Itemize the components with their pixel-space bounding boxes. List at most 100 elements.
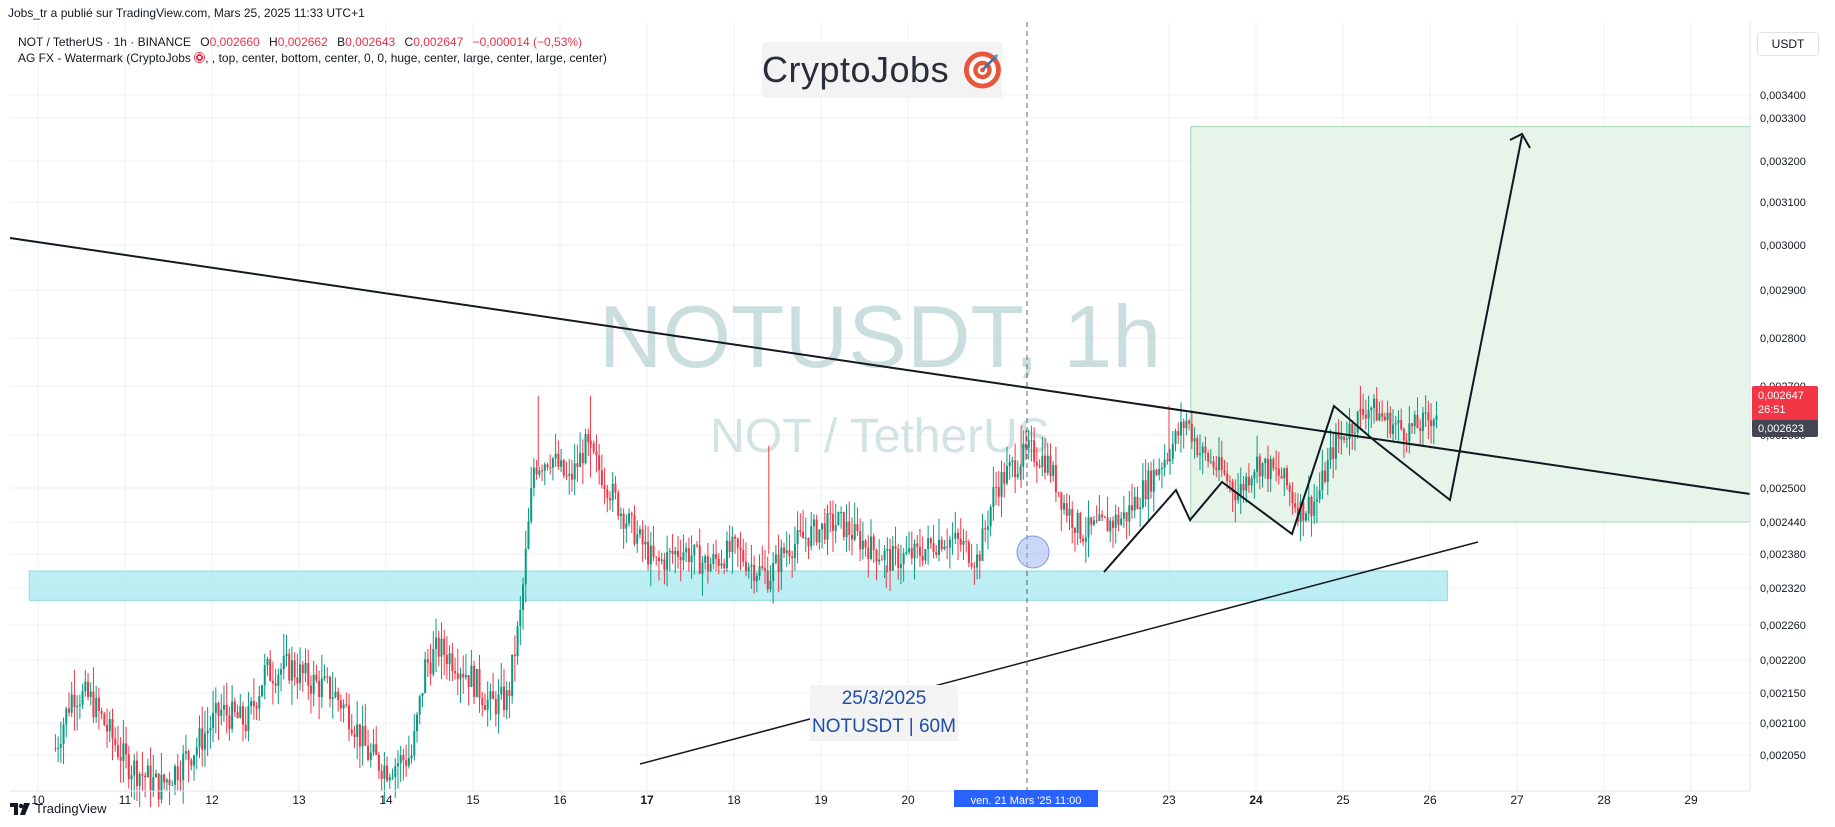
candle-body (405, 760, 408, 766)
crosshair-time-label: ven. 21 Mars '25 11:00 (971, 795, 1082, 807)
candle-body (758, 566, 761, 576)
candle (399, 745, 402, 783)
candle (573, 444, 576, 496)
candle-body (647, 541, 650, 565)
chart-area[interactable]: NOTUSDT, 1h NOT / TetherUS 0,003400 0,003… (0, 22, 1835, 814)
candle (676, 535, 679, 569)
candle-body (989, 506, 992, 527)
candle (375, 726, 378, 756)
candle (1174, 428, 1177, 452)
time-tick-label: 28 (1597, 793, 1611, 807)
candle-body (1383, 416, 1386, 421)
candle (897, 543, 900, 580)
candle-body (217, 703, 220, 716)
candle (1071, 501, 1074, 544)
candle (78, 694, 81, 720)
candle-body (103, 714, 106, 725)
candle-body (668, 550, 671, 553)
candle (693, 544, 696, 575)
candle-body (774, 554, 777, 563)
candle-body (625, 523, 628, 529)
candle (943, 540, 946, 551)
candle-body (834, 525, 837, 531)
candle (717, 553, 720, 575)
symbol-name: NOT / TetherUS · 1h · BINANCE (18, 35, 191, 49)
candle (141, 751, 144, 791)
candle (1046, 443, 1049, 476)
candle-body (241, 706, 244, 725)
candle-body (1177, 431, 1180, 436)
candle (535, 459, 538, 480)
candle-body (356, 724, 359, 737)
candle-body (367, 745, 370, 760)
candle-body (769, 580, 772, 590)
candle-body (163, 774, 166, 783)
candle (241, 701, 244, 742)
candles (54, 386, 1438, 814)
currency-button[interactable]: USDT (1757, 32, 1819, 56)
candle-body (878, 559, 881, 562)
tradingview-logo-icon (10, 802, 30, 815)
candle-body (1261, 463, 1264, 477)
candle-body (473, 665, 476, 697)
candle-body (1364, 414, 1367, 419)
countdown-value: 26:51 (1758, 404, 1786, 416)
candle (356, 701, 359, 760)
time-axis[interactable]: 10 11 12 13 14 15 16 17 18 19 20 23 24 25 26 27 28 29 ven.… (10, 790, 1750, 809)
candle-body (598, 455, 601, 471)
change-value: −0,000014 (−0,53%) (472, 35, 583, 49)
candle (285, 634, 288, 667)
candle (1427, 400, 1430, 440)
candle-body (731, 536, 734, 552)
candle-body (739, 547, 742, 550)
candle-body (1324, 470, 1327, 482)
candle (70, 681, 73, 717)
candle-body (766, 570, 769, 590)
candle (565, 461, 568, 480)
candle (690, 535, 693, 579)
candle-body (171, 784, 174, 786)
candle (1092, 516, 1095, 527)
candle (1220, 440, 1223, 477)
low-value: 0,002643 (345, 35, 396, 49)
candle-body (315, 674, 318, 681)
candle-body (451, 653, 454, 672)
candle (62, 717, 65, 765)
candle (163, 773, 166, 790)
candle (280, 663, 283, 692)
candle-body (421, 692, 424, 697)
candle-body (717, 558, 720, 566)
price-tick-label: 0,002100 (1760, 718, 1806, 730)
candle (750, 545, 753, 589)
candle-body (59, 744, 62, 748)
candle (304, 648, 307, 683)
candle (598, 443, 601, 485)
candle (271, 661, 274, 705)
candle-body (1101, 514, 1104, 518)
candle-body (233, 701, 236, 713)
price-tick-label: 0,002050 (1760, 750, 1806, 762)
candle-body (1008, 462, 1011, 467)
candle (687, 537, 690, 572)
candle (802, 510, 805, 539)
price-chart[interactable]: NOTUSDT, 1h NOT / TetherUS 0,003400 0,003… (0, 22, 1835, 814)
candle (429, 643, 432, 686)
candle (494, 691, 497, 727)
candle (1340, 421, 1343, 455)
candle-body (910, 548, 913, 559)
candle (1144, 459, 1147, 507)
candle-body (685, 548, 688, 553)
candle (184, 734, 187, 761)
candle-body (179, 779, 182, 781)
candle-body (78, 704, 81, 706)
candle (1272, 456, 1275, 472)
candle-body (554, 453, 557, 459)
candle-body (106, 724, 109, 732)
candle (965, 530, 968, 553)
candle (1041, 437, 1044, 477)
candle (777, 534, 780, 593)
candle-body (1174, 431, 1177, 444)
candle (823, 508, 826, 545)
candle (1082, 534, 1085, 546)
candle-body (932, 542, 935, 553)
